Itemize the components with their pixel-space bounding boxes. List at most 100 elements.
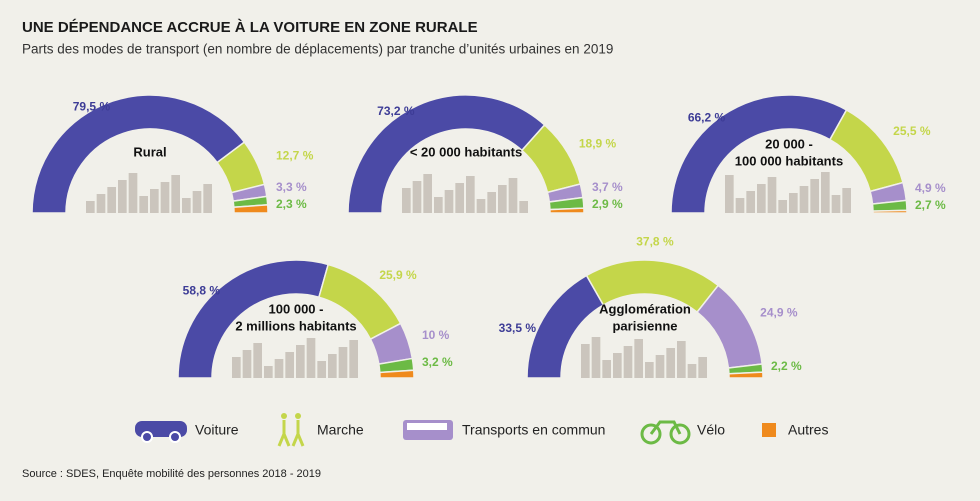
legend-icon <box>141 431 153 443</box>
building <box>634 339 643 378</box>
building <box>508 178 518 213</box>
building <box>412 181 422 213</box>
building <box>171 175 180 213</box>
value-label: 2,9 % <box>592 197 623 211</box>
value-label: 18,9 % <box>579 137 617 151</box>
building <box>253 343 262 378</box>
arc-segment <box>828 108 904 193</box>
arc-segment <box>728 371 764 379</box>
building <box>466 176 475 213</box>
legend-label: Marche <box>317 422 364 438</box>
building <box>306 338 316 378</box>
legend-label: Vélo <box>697 422 725 438</box>
building <box>677 341 686 378</box>
building <box>338 347 348 378</box>
building <box>296 345 305 378</box>
value-label: 25,5 % <box>893 124 931 138</box>
building <box>666 348 675 378</box>
building <box>317 361 326 378</box>
building <box>444 190 454 213</box>
value-label: 2,2 % <box>771 359 802 373</box>
arc-segment <box>379 369 415 379</box>
value-label: 2,3 % <box>276 197 307 211</box>
building <box>232 357 241 378</box>
arc-segment <box>872 209 908 214</box>
building <box>182 198 191 213</box>
legend-icon <box>295 413 301 419</box>
chart-title: Agglomération <box>599 301 691 316</box>
building <box>402 188 411 213</box>
building <box>349 340 358 378</box>
building <box>107 187 116 213</box>
building <box>455 183 464 213</box>
building <box>487 192 496 213</box>
building <box>842 188 851 213</box>
legend-label: Autres <box>788 422 828 438</box>
value-label: 37,8 % <box>636 235 674 249</box>
building <box>519 201 528 213</box>
building <box>203 184 212 213</box>
arc-segment <box>232 204 269 214</box>
legend-icon <box>291 420 305 447</box>
building <box>150 189 159 213</box>
skyline <box>402 174 528 213</box>
building <box>192 191 202 213</box>
building <box>285 352 294 378</box>
value-label: 3,2 % <box>422 355 453 369</box>
building <box>687 364 697 378</box>
legend-icon <box>407 423 447 430</box>
building <box>160 182 170 213</box>
building <box>757 184 766 213</box>
building <box>831 195 841 213</box>
building <box>434 197 443 213</box>
legend-icon <box>762 423 776 437</box>
building <box>96 194 106 213</box>
value-label: 73,2 % <box>377 104 415 118</box>
building <box>264 366 273 378</box>
building <box>328 354 337 378</box>
chart-title: < 20 000 habitants <box>410 144 522 159</box>
building <box>735 198 745 213</box>
legend-icon <box>669 423 691 445</box>
value-label: 25,9 % <box>379 268 417 282</box>
building <box>767 177 777 213</box>
legend-icon <box>169 431 181 443</box>
building <box>778 200 787 213</box>
arc-segment <box>670 94 848 214</box>
arc-segment <box>549 207 585 214</box>
building <box>139 196 148 213</box>
building <box>698 357 707 378</box>
value-label: 12,7 % <box>276 148 314 162</box>
building <box>810 179 819 213</box>
chart-title: 100 000 - <box>269 301 324 316</box>
chart-title: Rural <box>133 144 166 159</box>
source: Source : SDES, Enquête mobilité des pers… <box>22 468 321 480</box>
building <box>746 191 755 213</box>
page-subtitle: Parts des modes de transport (en nombre … <box>22 42 613 57</box>
arc-segment <box>31 94 246 214</box>
value-label: 24,9 % <box>760 306 798 320</box>
building <box>476 199 486 213</box>
building <box>799 186 809 213</box>
skyline <box>581 337 707 378</box>
building <box>581 344 590 378</box>
building <box>725 175 734 213</box>
value-label: 66,2 % <box>688 111 726 125</box>
legend-label: Transports en commun <box>462 422 605 438</box>
value-label: 3,7 % <box>592 180 623 194</box>
building <box>498 185 507 213</box>
value-label: 4,9 % <box>915 181 946 195</box>
skyline <box>725 172 851 213</box>
chart-title: 2 millions habitants <box>235 318 356 333</box>
legend-icon <box>640 423 662 445</box>
legend-icon <box>277 420 291 447</box>
building <box>645 362 654 378</box>
legend-icon <box>649 420 682 435</box>
building <box>602 360 611 378</box>
chart-title: parisienne <box>612 318 677 333</box>
building <box>128 173 138 213</box>
building <box>789 193 798 213</box>
building <box>242 350 252 378</box>
building <box>274 359 284 378</box>
